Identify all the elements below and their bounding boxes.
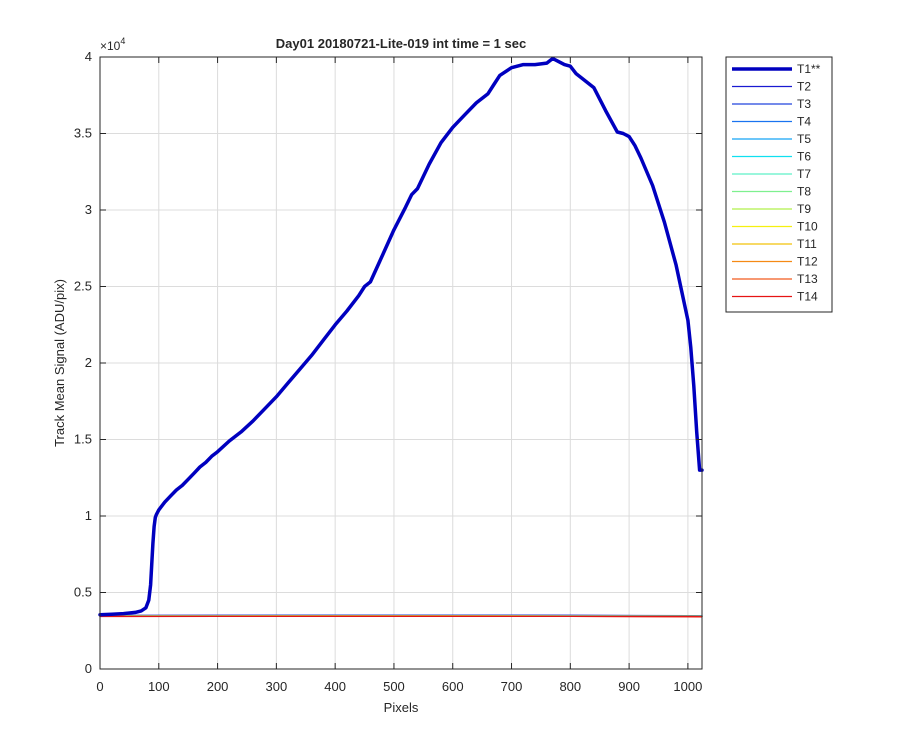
legend-label: T9 <box>797 202 811 216</box>
legend-label: T2 <box>797 80 811 94</box>
x-tick-label: 0 <box>96 679 103 694</box>
legend-item[interactable]: T13 <box>732 272 818 286</box>
legend-label: T5 <box>797 132 811 146</box>
legend-item[interactable]: T3 <box>732 97 811 111</box>
y-exponent-power: 4 <box>120 36 125 46</box>
legend-box <box>725 56 833 313</box>
y-tick-label: 1 <box>85 508 92 523</box>
x-axis-label: Pixels <box>384 700 419 715</box>
y-tick-label: 2 <box>85 355 92 370</box>
legend-label: T11 <box>797 237 817 251</box>
legend-item[interactable]: T14 <box>732 290 818 304</box>
legend-item[interactable]: T2 <box>732 80 811 94</box>
x-tick-label: 100 <box>148 679 170 694</box>
y-tick-label: 1.5 <box>74 432 92 447</box>
legend-label: T8 <box>797 185 811 199</box>
legend-item[interactable]: T4 <box>732 115 811 129</box>
y-tick-label: 0 <box>85 661 92 676</box>
legend-item[interactable]: T11 <box>732 237 817 251</box>
legend-label: T4 <box>797 115 811 129</box>
legend-item[interactable]: T5 <box>732 132 811 146</box>
legend-label: T13 <box>797 272 818 286</box>
legend-label: T10 <box>797 220 818 234</box>
x-tick-label: 200 <box>207 679 229 694</box>
legend-label: T1** <box>797 62 821 76</box>
x-tick-label: 800 <box>559 679 581 694</box>
y-exponent-base: ×10 <box>100 39 121 53</box>
x-tick-label: 900 <box>618 679 640 694</box>
x-tick-label: 300 <box>266 679 288 694</box>
x-tick-label: 400 <box>324 679 346 694</box>
legend-label: T7 <box>797 167 811 181</box>
axis-ticks: 0 100 200 300 400 500 600 700 800 900 1000 0 0.5 1 1.5… <box>74 49 702 694</box>
series-layer <box>98 56 704 618</box>
y-tick-label: 4 <box>85 49 92 64</box>
x-tick-label: 500 <box>383 679 405 694</box>
legend-item[interactable]: T6 <box>732 150 811 164</box>
series-line-t14 <box>99 615 703 618</box>
legend-label: T6 <box>797 150 811 164</box>
legend-item[interactable]: T9 <box>732 202 811 216</box>
x-tick-label: 700 <box>501 679 523 694</box>
y-tick-label: 0.5 <box>74 585 92 600</box>
y-axis-label: Track Mean Signal (ADU/pix) <box>52 279 67 447</box>
y-tick-label: 3 <box>85 202 92 217</box>
y-tick-label: 2.5 <box>74 279 92 294</box>
y-exponent-label: ×104 <box>100 36 125 53</box>
legend-item[interactable]: T7 <box>732 167 811 181</box>
legend-item[interactable]: T8 <box>732 185 811 199</box>
y-tick-label: 3.5 <box>74 126 92 141</box>
chart-title: Day01 20180721-Lite-019 int time = 1 sec <box>276 36 526 51</box>
legend-item[interactable]: T1** <box>732 62 821 76</box>
legend-item[interactable]: T10 <box>732 220 818 234</box>
series-line-t1 <box>98 56 704 617</box>
x-tick-label: 600 <box>442 679 464 694</box>
legend-label: T3 <box>797 97 811 111</box>
legend-label: T14 <box>797 290 818 304</box>
legend[interactable]: T1** T2 T3 T4 T5 T6 T7 T8 T9 T10 T11 T12 T13 T14 <box>725 56 833 313</box>
x-tick-label: 1000 <box>673 679 702 694</box>
legend-label: T12 <box>797 255 818 269</box>
legend-item[interactable]: T12 <box>732 255 818 269</box>
